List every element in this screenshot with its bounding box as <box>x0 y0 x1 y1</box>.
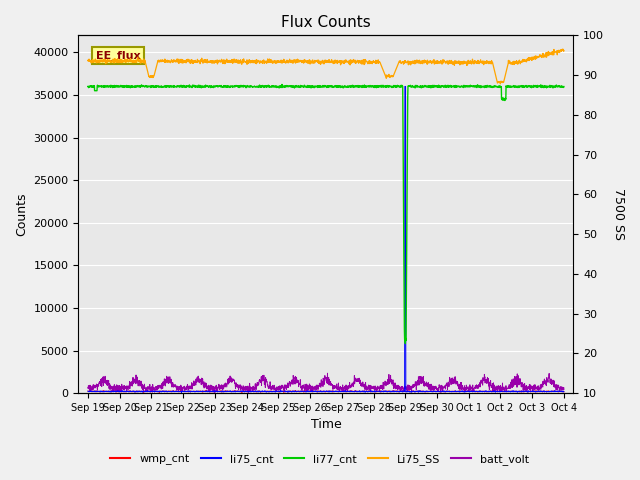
Legend: wmp_cnt, li75_cnt, li77_cnt, Li75_SS, batt_volt: wmp_cnt, li75_cnt, li77_cnt, Li75_SS, ba… <box>106 450 534 469</box>
X-axis label: Time: Time <box>310 419 341 432</box>
Y-axis label: 7500 SS: 7500 SS <box>612 188 625 240</box>
Title: Flux Counts: Flux Counts <box>281 15 371 30</box>
Text: EE_flux: EE_flux <box>96 50 140 61</box>
Y-axis label: Counts: Counts <box>15 192 28 236</box>
